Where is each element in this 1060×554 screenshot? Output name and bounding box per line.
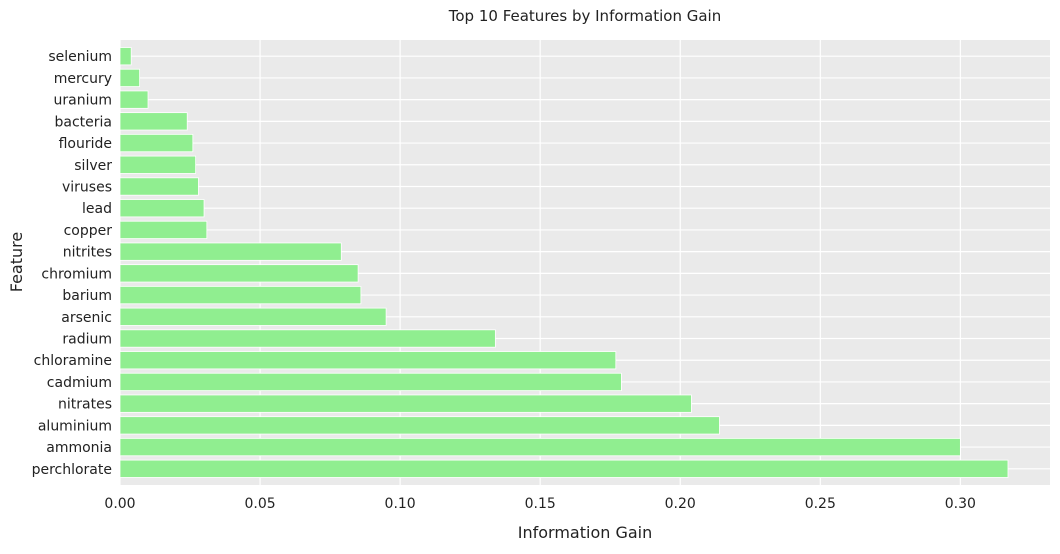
y-tick-label: flouride <box>59 136 112 152</box>
bar-flouride <box>119 133 194 153</box>
bar-mercury <box>119 68 141 88</box>
x-tick-label: 0.30 <box>945 496 976 512</box>
bars <box>119 47 1009 478</box>
bar-barium <box>119 285 362 305</box>
bar-aluminium <box>119 416 720 435</box>
y-tick-label: selenium <box>48 49 112 65</box>
y-tick-label: uranium <box>54 93 112 109</box>
y-tick-label: lead <box>82 201 112 217</box>
bar-ammonia <box>119 437 961 457</box>
y-axis-ticks: perchlorate ammonia aluminium nitrates cadmi… <box>32 49 113 478</box>
chart-title: Top 10 Features by Information Gain <box>448 7 721 25</box>
y-tick-label: bacteria <box>55 114 113 130</box>
bar-chloramine <box>119 351 617 370</box>
bar-uranium <box>119 90 149 109</box>
y-axis-label: Feature <box>7 232 26 292</box>
x-tick-label: 0.00 <box>104 496 135 512</box>
x-tick-label: 0.15 <box>525 496 556 512</box>
bar-nitrites <box>119 242 342 261</box>
x-axis-ticks: 0.00 0.05 0.10 0.15 0.20 0.25 0.30 <box>104 496 976 512</box>
bar-radium <box>119 329 496 348</box>
y-tick-label: chloramine <box>34 353 112 369</box>
y-tick-label: ammonia <box>46 440 112 456</box>
bar-arsenic <box>119 307 387 326</box>
y-tick-label: arsenic <box>61 310 112 326</box>
y-tick-label: copper <box>64 223 113 239</box>
bar-perchlorate <box>119 459 1009 478</box>
bar-cadmium <box>119 372 622 392</box>
bar-lead <box>119 199 205 218</box>
bar-nitrates <box>119 394 692 413</box>
y-tick-label: radium <box>62 332 112 348</box>
x-tick-label: 0.25 <box>805 496 836 512</box>
y-tick-label: chromium <box>41 266 112 282</box>
y-tick-label: mercury <box>54 71 112 87</box>
x-tick-label: 0.20 <box>665 496 696 512</box>
bar-selenium <box>119 47 132 66</box>
x-axis-label: Information Gain <box>518 523 653 542</box>
x-tick-label: 0.10 <box>385 496 416 512</box>
bar-copper <box>119 220 208 240</box>
y-tick-label: nitrates <box>58 397 112 413</box>
bar-bacteria <box>119 112 188 131</box>
y-tick-label: aluminium <box>38 418 112 434</box>
y-tick-label: perchlorate <box>32 462 112 478</box>
y-tick-label: silver <box>74 158 112 174</box>
y-tick-label: cadmium <box>47 375 112 391</box>
y-tick-label: viruses <box>62 179 112 195</box>
bar-chromium <box>119 264 359 283</box>
y-tick-label: nitrites <box>63 245 112 261</box>
bar-silver <box>119 155 197 174</box>
bar-viruses <box>119 177 199 196</box>
y-tick-label: barium <box>62 288 112 304</box>
x-tick-label: 0.05 <box>244 496 275 512</box>
